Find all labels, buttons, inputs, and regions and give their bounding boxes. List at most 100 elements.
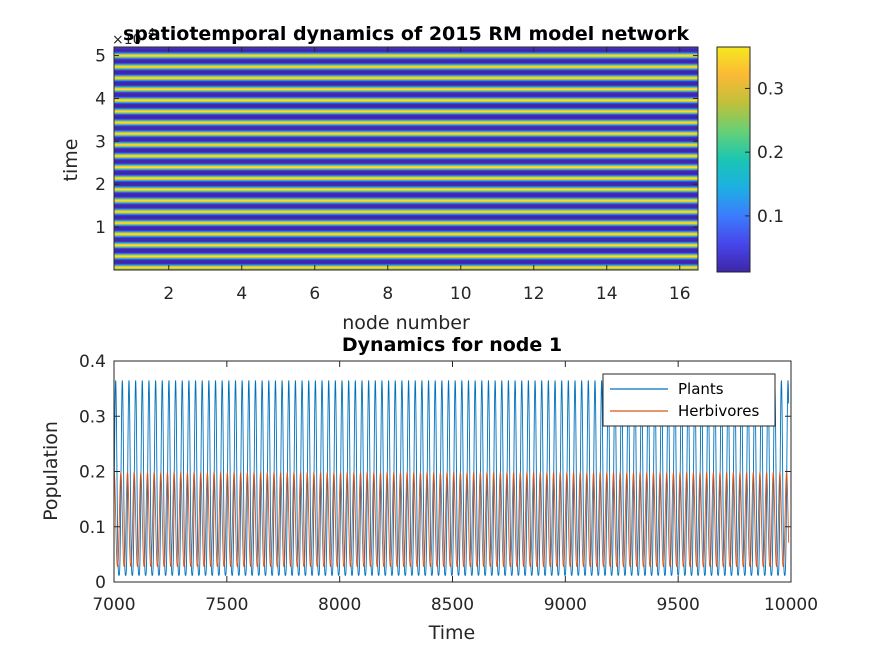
heatmap-stripe <box>114 79 698 81</box>
heatmap-stripe <box>114 84 698 86</box>
heatmap-x-label: node number <box>342 312 470 334</box>
heatmap-stripe <box>114 56 698 58</box>
heatmap-stripe <box>114 64 698 66</box>
heatmap-stripe <box>114 224 698 226</box>
heatmap-stripe <box>114 135 698 137</box>
heatmap-stripe <box>114 171 698 173</box>
legend-herbivores-label: Herbivores <box>678 402 759 420</box>
heatmap-stripe <box>114 246 698 248</box>
heatmap-stripe <box>114 63 698 65</box>
heatmap-stripe <box>114 143 698 145</box>
heatmap-stripe <box>114 101 698 104</box>
heatmap-stripe <box>114 66 698 68</box>
heatmap-stripe <box>114 68 698 70</box>
heatmap-stripe <box>114 226 698 228</box>
heatmap-stripe <box>114 130 698 132</box>
colorbar: 0.1 0.2 0.3 <box>716 46 784 273</box>
heatmap-stripe <box>114 215 698 217</box>
heatmap-stripe <box>114 128 698 130</box>
heatmap-stripe <box>114 104 698 107</box>
heatmap-stripe <box>114 122 698 124</box>
heatmap-stripe <box>114 96 698 98</box>
heatmap-y-exponent-power: 4 <box>148 26 155 39</box>
heatmap-y-exponent-base: ×10 <box>112 32 142 48</box>
heatmap-stripe <box>114 186 698 189</box>
heatmap-stripe <box>114 100 698 103</box>
heatmap-stripe <box>114 216 698 218</box>
heatmap-stripe <box>114 172 698 175</box>
heatmap-stripe <box>114 251 698 254</box>
heatmap-stripe <box>114 106 698 109</box>
heatmap-stripe <box>114 164 698 166</box>
heatmap-frame <box>113 46 699 271</box>
heatmap-stripe <box>114 151 698 153</box>
heatmap-x-tick-label: 8 <box>382 284 393 304</box>
heatmap-stripe <box>114 108 698 111</box>
heatmap-x-tick-label: 2 <box>163 284 174 304</box>
heatmap-stripe <box>114 168 698 170</box>
heatmap-stripe <box>114 61 698 63</box>
heatmap-stripe <box>114 60 698 62</box>
heatmap-stripe <box>114 159 698 161</box>
heatmap-stripe <box>114 137 698 139</box>
heatmap-stripe <box>114 208 698 210</box>
heatmap-stripe <box>114 73 698 75</box>
heatmap-stripe <box>114 214 698 216</box>
heatmap-stripe <box>114 259 698 262</box>
heatmap-stripe <box>114 70 698 72</box>
heatmap-stripe <box>114 228 698 230</box>
heatmap-stripe <box>114 112 698 115</box>
heatmap-stripe <box>114 102 698 105</box>
heatmap-stripe <box>114 77 698 79</box>
heatmap-stripe <box>114 243 698 245</box>
heatmap-stripe <box>114 200 698 202</box>
line-x-tick-label: 7500 <box>205 595 248 615</box>
heatmap-stripe <box>114 133 698 135</box>
heatmap-x-tick-label: 6 <box>309 284 320 304</box>
heatmap-stripe <box>114 138 698 140</box>
heatmap-stripe <box>114 134 698 136</box>
heatmap-stripe <box>114 248 698 251</box>
heatmap-stripe <box>114 242 698 244</box>
colorbar-tick-label: 0.1 <box>757 207 784 227</box>
legend: Plants Herbivores <box>602 373 776 427</box>
line-y-tick-label: 0.4 <box>79 352 106 372</box>
heatmap-stripe <box>114 142 698 144</box>
heatmap-stripe <box>114 174 698 177</box>
heatmap-stripe <box>114 187 698 190</box>
heatmap-stripe <box>114 203 698 205</box>
line-x-tick-label: 9500 <box>657 595 700 615</box>
heatmap-stripe <box>114 47 698 49</box>
heatmap-stripe <box>114 165 698 167</box>
heatmap-stripe <box>114 209 698 211</box>
heatmap-stripe <box>114 150 698 152</box>
heatmap-stripe <box>114 240 698 242</box>
heatmap-stripe <box>114 201 698 203</box>
heatmap-stripe <box>114 158 698 160</box>
heatmap-stripe <box>114 253 698 256</box>
heatmap-stripe <box>114 161 698 163</box>
heatmap-stripe <box>114 132 698 134</box>
heatmap-stripe <box>114 179 698 182</box>
heatmap-stripe <box>114 48 698 50</box>
heatmap-stripe <box>114 267 698 270</box>
line-x-tick-label: 10000 <box>764 595 818 615</box>
heatmap-stripe <box>114 149 698 151</box>
heatmap-stripe <box>114 148 698 150</box>
heatmap-stripe <box>114 166 698 168</box>
heatmap-stripe <box>114 233 698 235</box>
heatmap-stripe <box>114 62 698 64</box>
heatmap-stripe <box>114 156 698 158</box>
heatmap-stripe <box>114 83 698 85</box>
line-x-tick-label: 8500 <box>431 595 474 615</box>
heatmap-stripe <box>114 236 698 238</box>
legend-box <box>602 373 776 427</box>
heatmap-stripe <box>114 238 698 240</box>
heatmap-stripe <box>114 59 698 61</box>
heatmap-stripe <box>114 163 698 165</box>
heatmap-stripe <box>114 231 698 233</box>
heatmap-stripe <box>114 182 698 185</box>
heatmap-stripe <box>114 196 698 198</box>
heatmap-y-ticks: 1 2 3 4 5 <box>95 47 698 238</box>
